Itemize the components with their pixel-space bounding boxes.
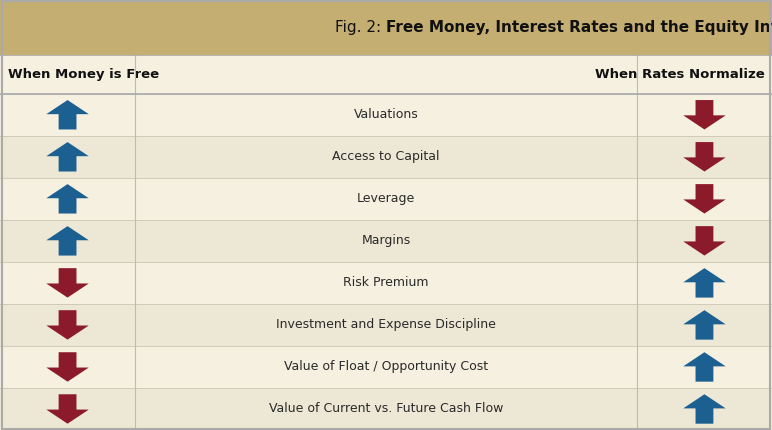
Bar [0,136,772,178]
Text: Investment and Expense Discipline: Investment and Expense Discipline [276,319,496,332]
Text: Access to Capital: Access to Capital [332,150,440,163]
Polygon shape [683,184,726,214]
Polygon shape [46,310,89,340]
Bar [0,304,772,346]
Polygon shape [683,268,726,298]
Polygon shape [46,142,89,172]
Polygon shape [46,394,89,424]
Polygon shape [683,352,726,382]
Bar [0,55,772,94]
Text: Free Money, Interest Rates and the Equity Investor: Free Money, Interest Rates and the Equit… [386,20,772,35]
Text: Value of Float / Opportunity Cost: Value of Float / Opportunity Cost [284,360,488,373]
Polygon shape [683,394,726,424]
Polygon shape [46,100,89,129]
Bar [0,262,772,304]
Polygon shape [683,100,726,129]
Polygon shape [683,142,726,172]
Text: Margins: Margins [361,234,411,247]
Polygon shape [683,226,726,255]
Polygon shape [46,352,89,382]
Bar [0,388,772,430]
Bar [0,178,772,220]
Polygon shape [46,268,89,298]
Text: When Money is Free: When Money is Free [8,68,159,81]
Text: Leverage: Leverage [357,192,415,205]
Bar [0,220,772,262]
Polygon shape [46,226,89,255]
Bar [0,346,772,388]
Polygon shape [683,310,726,340]
Text: When Rates Normalize: When Rates Normalize [594,68,764,81]
Text: Valuations: Valuations [354,108,418,121]
Polygon shape [46,184,89,214]
Text: Risk Premium: Risk Premium [344,276,428,289]
Text: Value of Current vs. Future Cash Flow: Value of Current vs. Future Cash Flow [269,402,503,415]
Bar [0,94,772,136]
Bar [0,0,772,55]
Text: Fig. 2:: Fig. 2: [335,20,386,35]
